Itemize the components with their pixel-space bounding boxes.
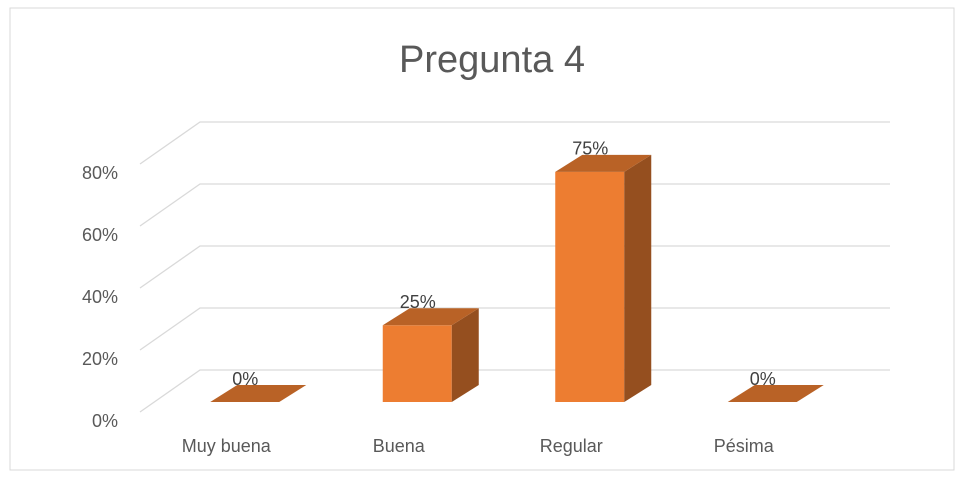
bar-front — [555, 171, 625, 402]
bar-top — [555, 154, 652, 172]
bar-top — [382, 308, 479, 326]
bar-side — [451, 308, 479, 402]
x-tick-label: Buena — [373, 436, 426, 456]
data-label: 75% — [572, 139, 608, 159]
y-tick-label: 20% — [82, 349, 118, 369]
grid-line — [139, 307, 890, 351]
chart-title: Pregunta 4 — [399, 39, 585, 81]
bar — [210, 385, 307, 402]
y-tick-label: 80% — [82, 163, 118, 183]
grid-line — [139, 369, 890, 413]
bar-top — [727, 385, 824, 402]
bar — [727, 385, 824, 402]
bar — [555, 154, 652, 402]
grid-line — [139, 183, 890, 227]
data-label: 0% — [232, 369, 258, 389]
bar-side — [624, 154, 652, 402]
y-tick-label: 40% — [82, 287, 118, 307]
data-label: 0% — [750, 369, 776, 389]
chart-frame — [9, 7, 955, 471]
grid-line — [139, 121, 890, 165]
bar-top — [210, 385, 307, 402]
data-label: 25% — [400, 292, 436, 312]
grid-line — [139, 245, 890, 289]
y-tick-label: 60% — [82, 225, 118, 245]
bar-front — [382, 325, 452, 402]
bar — [382, 308, 479, 402]
x-tick-label: Muy buena — [182, 436, 272, 456]
x-tick-label: Pésima — [714, 436, 775, 456]
x-tick-label: Regular — [540, 436, 603, 456]
y-tick-label: 0% — [92, 411, 118, 431]
